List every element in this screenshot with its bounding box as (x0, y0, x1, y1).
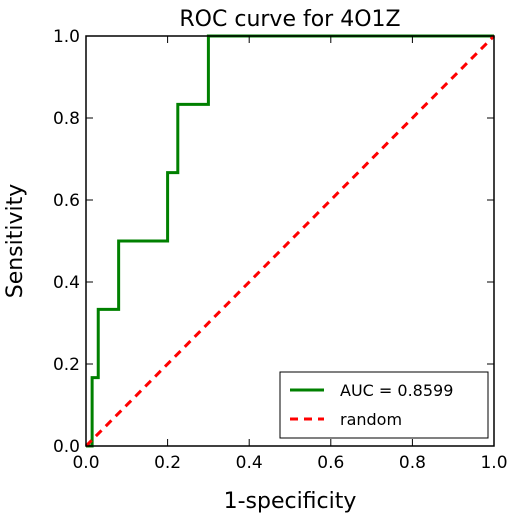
y-axis: 0.0 0.2 0.4 0.6 0.8 1.0 (53, 27, 494, 457)
x-axis: 0.0 0.2 0.4 0.6 0.8 1.0 (72, 36, 508, 473)
series-line-1 (84, 34, 496, 448)
chart-title: ROC curve for 4O1Z (179, 7, 400, 32)
legend-label-auc: AUC = 0.8599 (340, 381, 453, 400)
y-tick-label: 1.0 (53, 27, 80, 47)
plot-frame (85, 35, 495, 447)
y-tick-label: 0.2 (53, 355, 80, 375)
series-line-0 (86, 34, 494, 448)
x-axis-label: 1-specificity (224, 489, 357, 514)
legend-label-random: random (340, 410, 402, 429)
y-tick-label: 0.6 (53, 191, 80, 211)
y-axis-label: Sensitivity (3, 184, 28, 299)
x-tick-label: 0.8 (399, 453, 426, 473)
x-tick-label: 0.0 (72, 453, 99, 473)
y-tick-label: 0.8 (53, 109, 80, 129)
x-tick-label: 0.4 (236, 453, 263, 473)
x-tick-label: 0.6 (317, 453, 344, 473)
legend: AUC = 0.8599 random (279, 371, 489, 439)
y-tick-label: 0.4 (53, 273, 80, 293)
x-tick-label: 1.0 (480, 453, 507, 473)
y-tick-label: 0.0 (53, 437, 80, 457)
plot-series (84, 34, 496, 448)
legend-box (279, 371, 489, 439)
x-tick-label: 0.2 (154, 453, 181, 473)
